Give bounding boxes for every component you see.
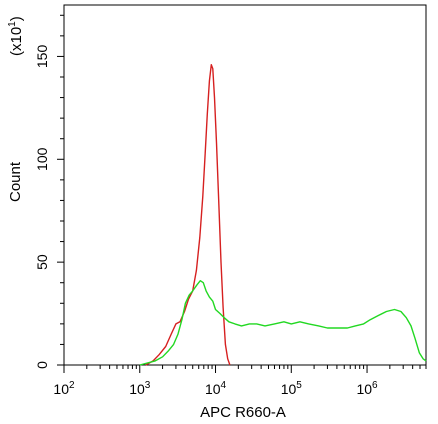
y-axis-ticks: 0 50 100 150 (34, 14, 64, 369)
x-tick-exponent: 4 (221, 380, 227, 391)
y-multiplier-label: (x101) (7, 16, 25, 56)
x-tick-base: 10 (205, 381, 221, 397)
x-tick-exponent: 2 (69, 380, 75, 391)
series-green-line (139, 280, 427, 366)
x-tick-label: 103 (129, 380, 151, 397)
x-tick-base: 10 (53, 381, 69, 397)
y-multiplier-prefix: (x10 (8, 27, 25, 56)
y-tick-label: 150 (34, 45, 50, 69)
x-tick-exponent: 5 (296, 380, 302, 391)
x-axis-label: APC R660-A (200, 404, 286, 421)
x-tick-label: 102 (53, 380, 75, 397)
y-tick-label: 50 (34, 254, 50, 270)
x-axis-ticks: 102 103 104 105 106 (53, 365, 427, 397)
x-tick-exponent: 6 (372, 380, 378, 391)
x-tick-label: 106 (356, 380, 378, 397)
series-layer (139, 64, 427, 366)
x-tick-exponent: 3 (145, 380, 151, 391)
x-tick-label: 104 (205, 380, 227, 397)
y-tick-label: 100 (34, 147, 50, 171)
y-multiplier-exponent: 1 (7, 21, 18, 27)
x-tick-base: 10 (281, 381, 297, 397)
y-axis-label: Count (7, 161, 24, 202)
x-tick-base: 10 (129, 381, 145, 397)
x-tick-label: 105 (281, 380, 303, 397)
y-multiplier-suffix: ) (8, 16, 25, 21)
x-tick-base: 10 (356, 381, 372, 397)
plot-frame (63, 4, 427, 366)
y-tick-label: 0 (34, 361, 50, 369)
series-red-line (145, 64, 231, 366)
